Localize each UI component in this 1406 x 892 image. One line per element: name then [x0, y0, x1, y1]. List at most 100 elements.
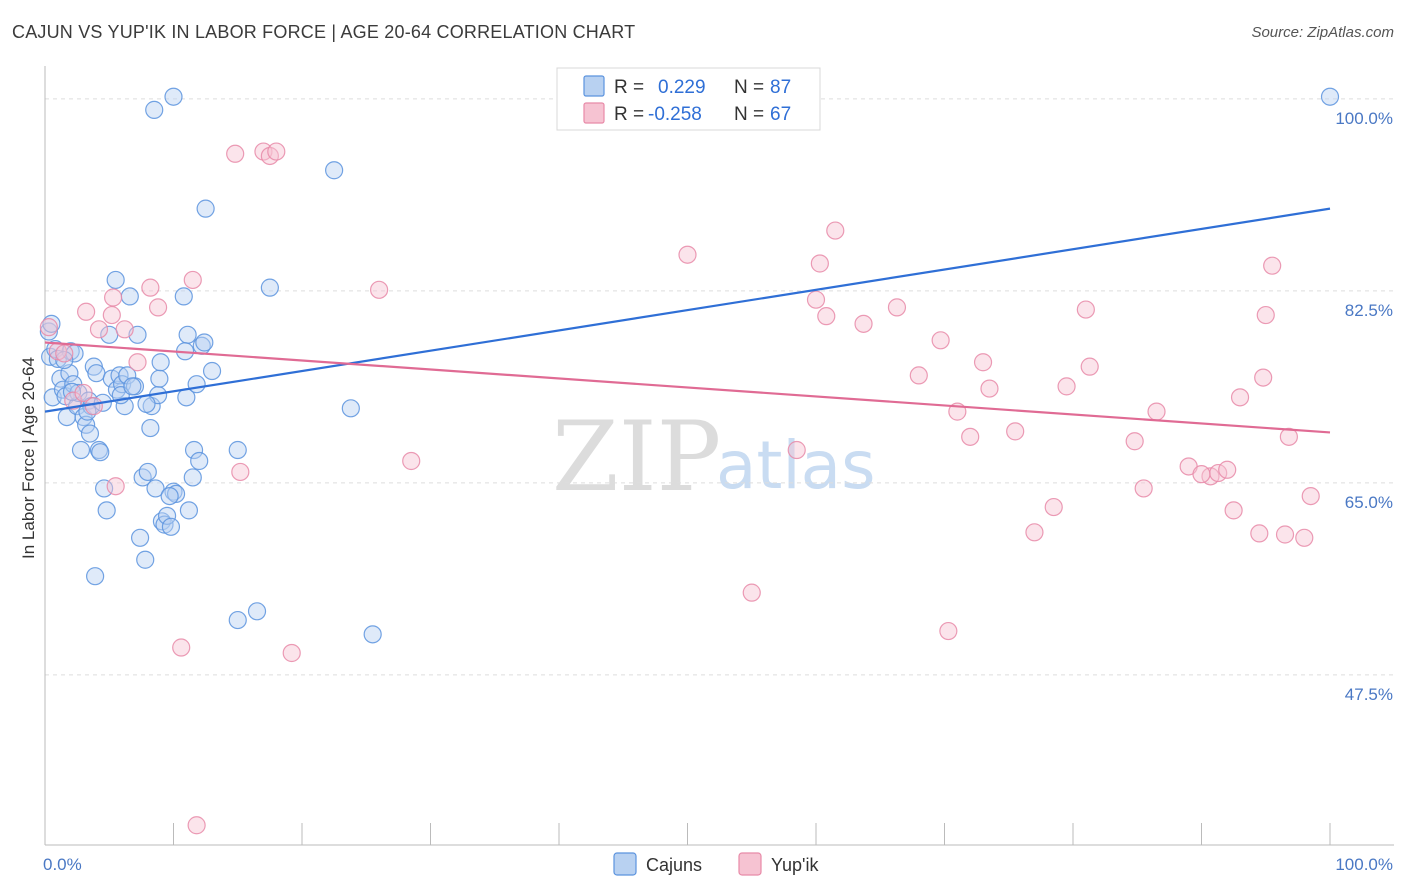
yupik-point-43 [1006, 422, 1025, 441]
cajun-point-85 [160, 486, 179, 506]
yupik-point-7 [89, 320, 109, 339]
x-tick-labels: 0.0% 100.0% [43, 855, 1393, 874]
yupik-point-47 [1076, 300, 1095, 319]
cajun-point-69 [202, 361, 222, 381]
yupik-point-46 [1057, 377, 1076, 396]
yupik-point-27 [678, 245, 697, 264]
cajun-point-73 [260, 278, 279, 297]
cajun-point-70 [228, 440, 247, 460]
yupik-point-17 [187, 816, 206, 835]
watermark: ZIP atlas [552, 401, 876, 513]
yupik-point-29 [787, 440, 806, 460]
cajun-point-15 [71, 440, 91, 460]
x-tick-label-1: 100.0% [1335, 855, 1393, 874]
cajun-point-68 [196, 199, 215, 218]
cajun-trend-line [44, 207, 1331, 413]
yupik-point-14 [148, 298, 168, 317]
cajun-point-63 [184, 440, 204, 460]
cajun-point-61 [179, 501, 199, 520]
y-axis-label: In Labor Force | Age 20-64 [19, 357, 38, 559]
yupik-point-16 [183, 270, 202, 290]
yupik-point-57 [1250, 524, 1269, 543]
cajun-point-49 [150, 369, 169, 388]
stats-legend: R = 0.229 N = 87 R = -0.258 N = 67 [556, 67, 821, 131]
yupik-legend-swatch [583, 102, 605, 124]
cajun-point-44 [141, 418, 160, 438]
cajun-point-78 [42, 314, 61, 333]
yupik-point-42 [980, 379, 999, 398]
yupik-point-13 [141, 278, 160, 297]
yupik-point-3 [64, 391, 83, 410]
yupik-point-61 [1275, 525, 1295, 544]
series-legend: Cajuns Yup'ik [613, 852, 819, 876]
yupik-point-65 [1224, 501, 1243, 520]
yupik-point-30 [806, 290, 826, 309]
cajun-point-51 [152, 512, 172, 531]
yupik-n-label: N = [734, 104, 764, 125]
yupik-point-15 [172, 638, 191, 657]
yupik-point-63 [1295, 528, 1314, 547]
y-tick-label-3: 100.0% [1335, 109, 1393, 128]
yupik-point-22 [267, 142, 286, 161]
yupik-point-36 [909, 366, 928, 385]
yupik-point-59 [1256, 305, 1275, 325]
yupik-point-64 [1301, 486, 1320, 506]
legend-label-cajuns: Cajuns [646, 855, 702, 875]
cajun-point-75 [341, 399, 360, 418]
yupik-point-45 [1044, 497, 1063, 517]
cajun-r-value: 0.229 [658, 77, 706, 98]
yupik-point-28 [742, 583, 761, 602]
watermark-zip: ZIP [552, 401, 721, 513]
yupik-point-66 [1192, 465, 1211, 484]
yupik-point-40 [961, 427, 980, 446]
cajun-points [39, 87, 1340, 644]
gridlines [45, 98, 1394, 676]
cajun-point-37 [120, 287, 139, 306]
cajun-point-76 [363, 625, 382, 644]
cajun-point-67 [195, 333, 214, 352]
cajun-point-22 [87, 364, 106, 383]
yupik-point-62 [1279, 427, 1298, 446]
trend-lines [44, 207, 1331, 434]
cajun-point-41 [133, 468, 152, 487]
cajun-point-40 [130, 528, 150, 547]
cajun-point-54 [161, 517, 181, 536]
cajun-point-62 [183, 468, 202, 487]
cajun-point-72 [247, 602, 267, 621]
yupik-point-6 [84, 397, 103, 416]
y-tick-labels: 47.5% 65.0% 82.5% 100.0% [1335, 109, 1393, 704]
yupik-point-11 [115, 320, 134, 339]
yupik-point-50 [1134, 479, 1153, 498]
yupik-r-label: R = [614, 104, 644, 125]
cajun-point-47 [146, 479, 165, 498]
cajun-point-53 [157, 506, 177, 525]
axes [44, 66, 1394, 846]
yupik-point-31 [810, 254, 829, 273]
cajun-point-17 [77, 415, 96, 434]
yupik-point-44 [1025, 523, 1044, 542]
yupik-point-32 [817, 307, 836, 326]
cajun-point-35 [115, 397, 134, 416]
cajun-point-2 [43, 388, 62, 407]
cajun-n-value: 87 [770, 77, 791, 98]
cajun-point-50 [151, 353, 170, 372]
yupik-point-12 [128, 353, 147, 372]
yupik-point-33 [826, 221, 845, 240]
cajun-point-58 [174, 287, 193, 306]
yupik-points [39, 87, 1320, 835]
yupik-point-25 [402, 451, 421, 471]
legend-swatch-cajuns [613, 852, 637, 876]
yupik-point-49 [1125, 432, 1144, 451]
cajun-point-74 [325, 161, 344, 180]
cajun-legend-swatch [583, 75, 605, 97]
yupik-point-24 [370, 280, 389, 299]
yupik-point-51 [1147, 402, 1166, 421]
yupik-point-8 [102, 305, 121, 325]
source-label: Source: ZipAtlas.com [1251, 24, 1394, 41]
cajun-point-19 [80, 424, 100, 443]
yupik-point-2 [55, 344, 74, 363]
y-tick-label-0: 47.5% [1345, 685, 1393, 704]
cajun-r-label: R = [614, 77, 644, 98]
cajun-point-42 [136, 550, 155, 569]
